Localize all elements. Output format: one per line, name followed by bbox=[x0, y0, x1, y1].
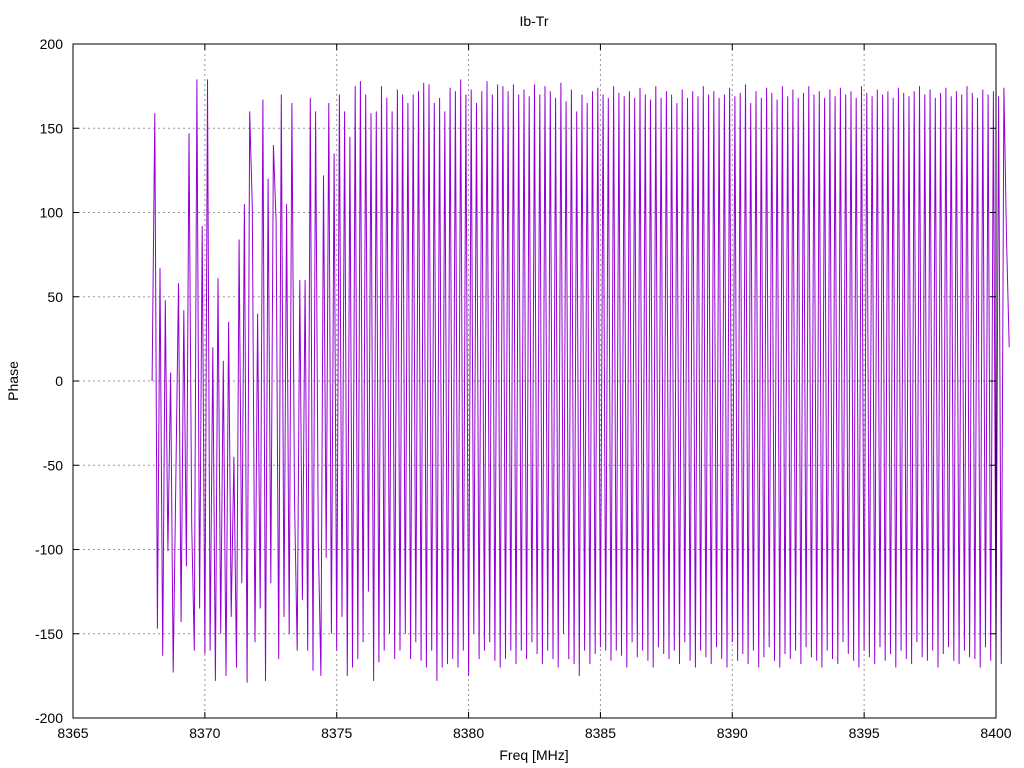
y-tick-label: -150 bbox=[35, 626, 63, 642]
x-tick-label: 8365 bbox=[57, 725, 88, 741]
x-tick-label: 8395 bbox=[849, 725, 880, 741]
y-tick-label: 150 bbox=[40, 120, 64, 136]
y-tick-label: 100 bbox=[40, 205, 64, 221]
x-tick-label: 8390 bbox=[717, 725, 748, 741]
y-tick-label: -100 bbox=[35, 542, 63, 558]
axis-ticks: 8365 8370 8375 8380 8385 8390 8395 8400 -200 -150… bbox=[35, 36, 1012, 741]
y-tick-label: 200 bbox=[40, 36, 64, 52]
y-tick-label: -50 bbox=[43, 457, 63, 473]
chart-title: Ib-Tr bbox=[519, 13, 548, 29]
x-axis-label: Freq [MHz] bbox=[499, 747, 568, 763]
y-tick-label: 50 bbox=[47, 289, 63, 305]
phase-series-line bbox=[151, 79, 1010, 683]
x-tick-label: 8375 bbox=[321, 725, 352, 741]
y-tick-label: -200 bbox=[35, 710, 63, 726]
x-tick-label: 8400 bbox=[980, 725, 1011, 741]
series-layer bbox=[151, 79, 1010, 683]
x-tick-label: 8370 bbox=[189, 725, 220, 741]
y-axis-label: Phase bbox=[5, 361, 21, 401]
x-tick-label: 8380 bbox=[453, 725, 484, 741]
y-tick-label: 0 bbox=[55, 373, 63, 389]
x-tick-label: 8385 bbox=[585, 725, 616, 741]
